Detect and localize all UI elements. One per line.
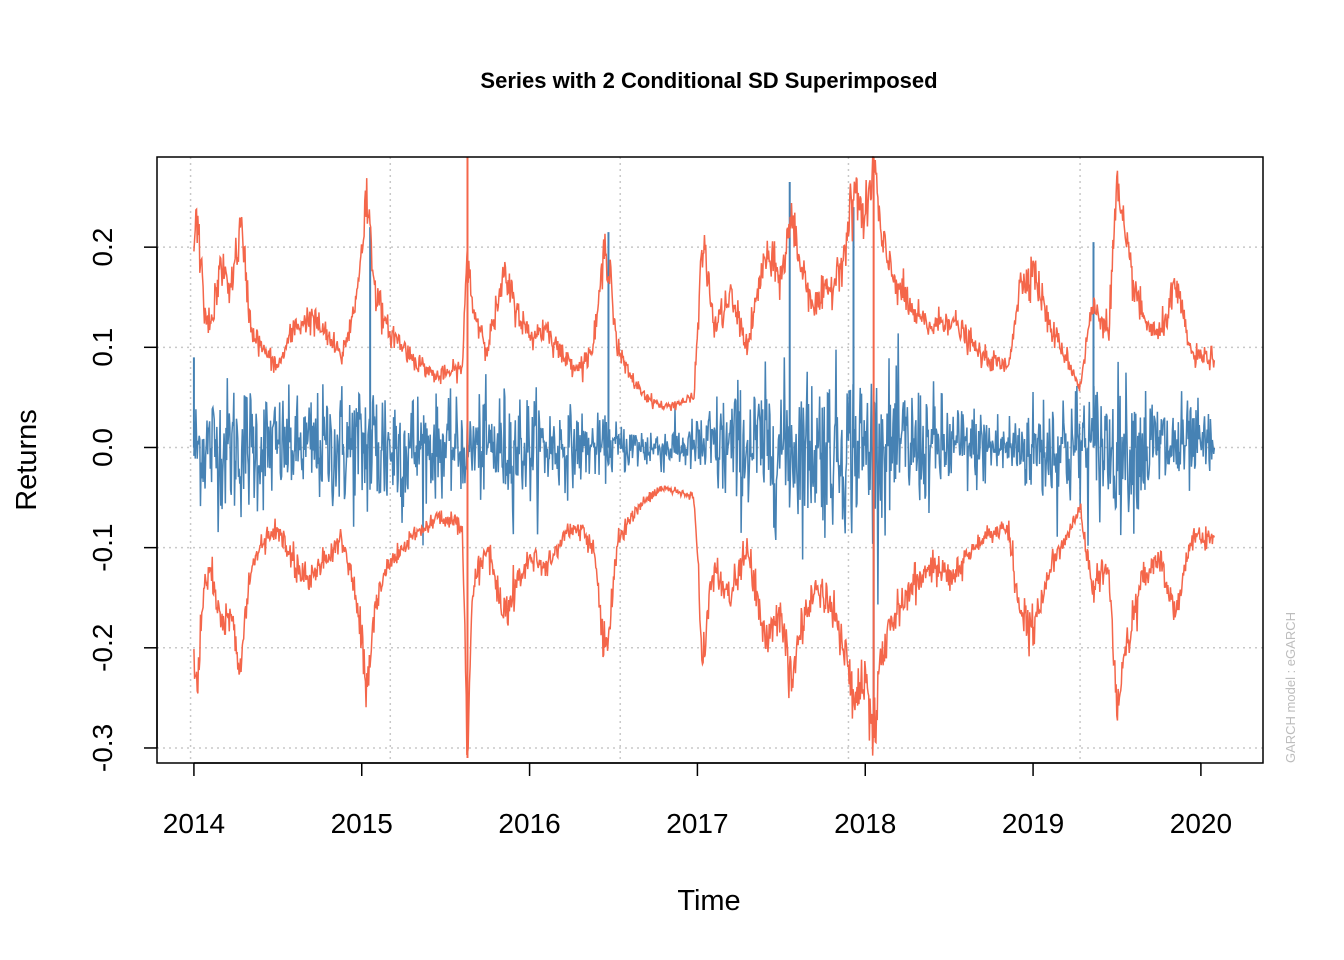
y-tick-label: -0.3 [87,724,118,772]
x-tick-label: 2020 [1170,808,1232,839]
lower-sd-line [193,484,1216,756]
y-tick-label: 0.0 [87,428,118,467]
y-axis: -0.3 -0.2 -0.1 0.0 0.1 0.2 [87,228,158,772]
y-axis-title: Returns [11,409,43,511]
model-watermark: GARCH model : eGARCH [1283,612,1298,763]
returns-line [193,333,1216,605]
x-tick-label: 2016 [498,808,560,839]
x-tick-label: 2014 [163,808,225,839]
x-tick-label: 2019 [1002,808,1064,839]
returns-series [192,182,1216,728]
y-tick-label: -0.2 [87,624,118,672]
x-tick-label: 2017 [666,808,728,839]
y-tick-label: -0.1 [87,524,118,572]
conditional-sd-series [193,156,1216,758]
y-tick-label: 0.1 [87,328,118,367]
x-tick-label: 2018 [834,808,896,839]
x-axis-title: Time [677,885,740,917]
x-axis: 2014 2015 2016 2017 2018 2019 2020 [163,762,1232,839]
x-tick-label: 2015 [331,808,393,839]
upper-sd-line [193,156,1216,412]
y-tick-label: 0.2 [87,228,118,267]
chart-title: Series with 2 Conditional SD Superimpose… [480,68,937,93]
